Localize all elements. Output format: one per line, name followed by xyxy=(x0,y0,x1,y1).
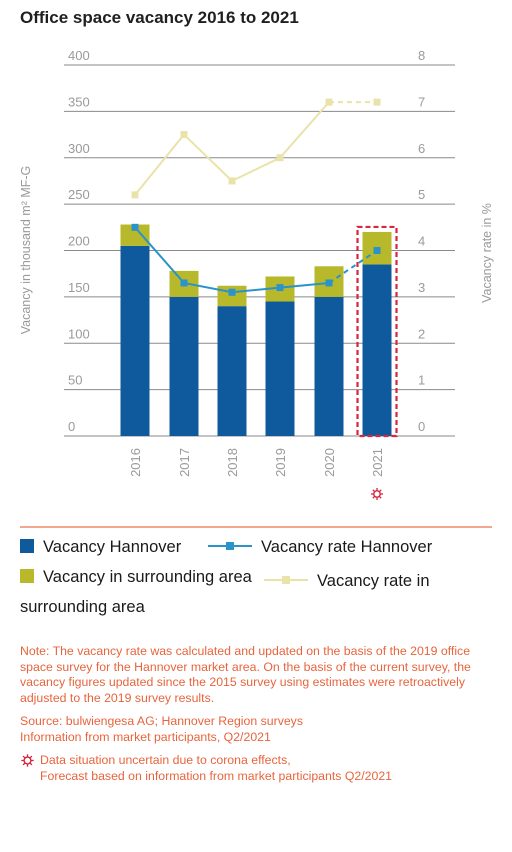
line-vacancy-rate-hannover xyxy=(134,226,330,294)
legend-vacancy-rate-surrounding: Vacancy rate in surrounding area xyxy=(20,568,440,620)
legend-label: Vacancy rate in surrounding area xyxy=(20,572,430,616)
y-axis-title: Vacancy in thousand m² MF-G xyxy=(19,166,33,335)
point-vacancy-rate-surrounding xyxy=(276,154,284,162)
source-line-2: Information from market participants, Q2… xyxy=(20,729,271,744)
y-tick-label: 50 xyxy=(68,373,82,388)
notes-block: Note: The vacancy rate was calculated an… xyxy=(20,644,490,784)
legend-line-blue-icon xyxy=(208,540,252,552)
line-dashed-vacancy-rate-hannover xyxy=(328,249,378,284)
legend-line-yellow-icon xyxy=(264,574,308,586)
y2-tick-label: 0 xyxy=(418,419,425,434)
y-tick-label: 150 xyxy=(68,280,90,295)
point-vacancy-rate-surrounding xyxy=(228,177,236,185)
y2-tick-label: 6 xyxy=(418,141,425,156)
legend-label: Vacancy in surrounding area xyxy=(43,568,252,586)
point-vacancy-rate-surrounding xyxy=(180,131,188,139)
legend-vacancy-surrounding: Vacancy in surrounding area xyxy=(20,568,252,587)
chart-title: Office space vacancy 2016 to 2021 xyxy=(20,8,299,27)
point-vacancy-rate-hannover xyxy=(373,247,381,254)
source-line-1: Source: bulwiengesa AG; Hannover Region … xyxy=(20,714,303,728)
y2-tick-label: 8 xyxy=(418,48,425,63)
legend-vacancy-rate-hannover: Vacancy rate Hannover xyxy=(208,538,432,557)
y2-tick-label: 5 xyxy=(418,187,425,202)
point-vacancy-rate-hannover xyxy=(131,223,139,231)
y-tick-label: 0 xyxy=(68,419,75,434)
point-vacancy-rate-surrounding xyxy=(325,98,333,106)
x-tick-label: 2021 xyxy=(370,448,385,477)
point-vacancy-rate-hannover xyxy=(228,288,236,296)
point-vacancy-rate-surrounding xyxy=(373,98,381,106)
chart-svg: 0 0 50 1 100 2 150 3 200 4 250 5 300 6 350 7 400 8 Vacancy… xyxy=(19,48,494,528)
y2-tick-label: 4 xyxy=(418,234,425,249)
legend-vacancy-hannover: Vacancy Hannover xyxy=(20,538,181,557)
y-tick-label: 200 xyxy=(68,234,90,249)
bar-vacancy-hannover xyxy=(169,296,199,436)
virus-icon xyxy=(21,754,34,767)
legend-label: Vacancy rate Hannover xyxy=(261,538,433,556)
note-text: Note: The vacancy rate was calculated an… xyxy=(20,644,471,705)
bar-vacancy-hannover xyxy=(217,306,247,436)
y2-axis-title: Vacancy rate in % xyxy=(480,203,494,303)
x-tick-label: 2018 xyxy=(225,448,240,477)
point-vacancy-rate-hannover xyxy=(276,284,284,292)
y-tick-label: 350 xyxy=(68,94,90,109)
y2-tick-label: 1 xyxy=(418,373,425,388)
source-text: Source: bulwiengesa AG; Hannover Region … xyxy=(20,714,490,745)
y2-tick-label: 3 xyxy=(418,280,425,295)
bar-vacancy-hannover xyxy=(265,301,295,436)
y2-tick-label: 2 xyxy=(418,326,425,341)
y-tick-label: 400 xyxy=(68,48,90,63)
legend-label: Vacancy Hannover xyxy=(43,538,182,556)
virus-icon xyxy=(371,488,383,500)
bar-vacancy-surrounding xyxy=(120,224,150,246)
highlight-box-2021 xyxy=(356,225,398,438)
legend-swatch-blue xyxy=(20,539,34,553)
corona-line-2: Forecast based on information from marke… xyxy=(40,768,392,783)
x-tick-label: 2017 xyxy=(177,448,192,477)
bar-vacancy-hannover xyxy=(120,245,150,436)
x-tick-label: 2020 xyxy=(322,448,337,477)
y2-tick-label: 7 xyxy=(418,94,425,109)
y-tick-label: 100 xyxy=(68,326,90,341)
bar-vacancy-hannover xyxy=(362,264,392,436)
point-vacancy-rate-hannover xyxy=(180,279,188,287)
y-tick-label: 250 xyxy=(68,187,90,202)
point-vacancy-rate-surrounding xyxy=(131,191,139,199)
corona-line-1: Data situation uncertain due to corona e… xyxy=(40,753,291,767)
y-tick-label: 300 xyxy=(68,141,90,156)
bar-vacancy-hannover xyxy=(314,296,344,436)
corona-note: Data situation uncertain due to corona e… xyxy=(20,753,490,784)
x-tick-label: 2016 xyxy=(128,448,143,477)
legend-swatch-olive xyxy=(20,569,34,583)
point-vacancy-rate-hannover xyxy=(325,279,333,287)
x-tick-label: 2019 xyxy=(273,448,288,477)
